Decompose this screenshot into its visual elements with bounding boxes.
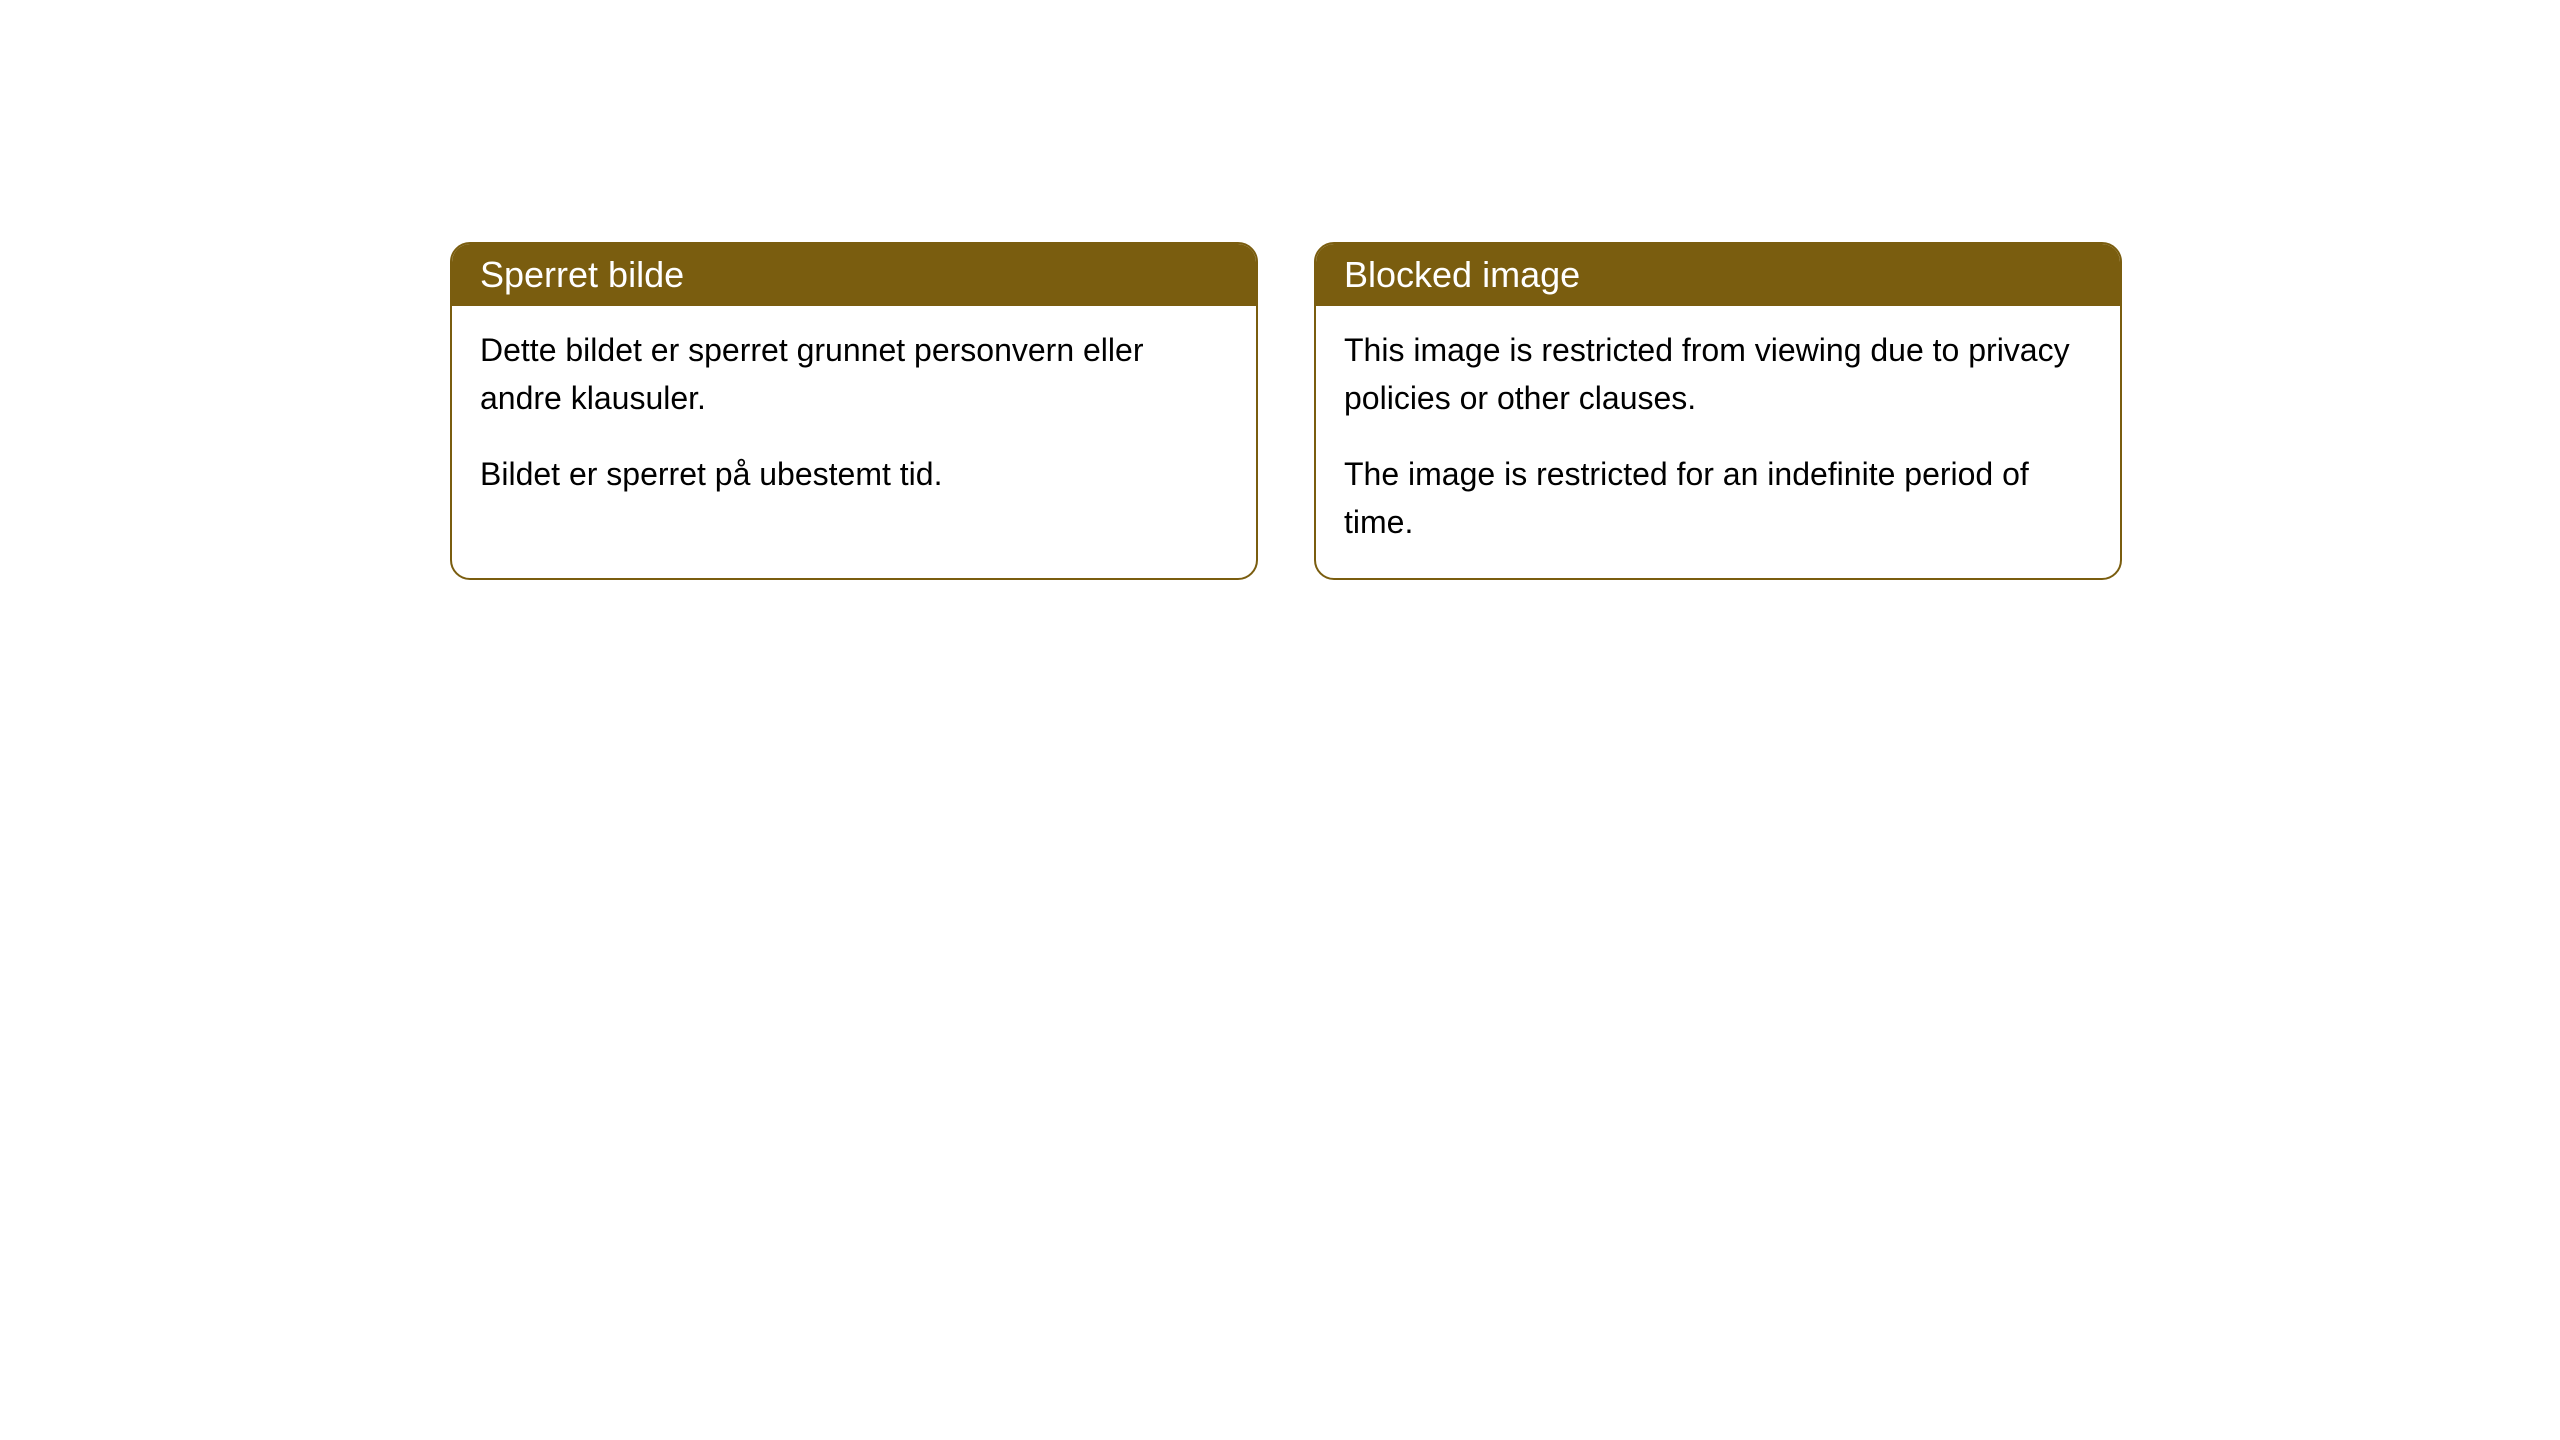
notice-text-duration-en: The image is restricted for an indefinit…	[1344, 450, 2092, 546]
notice-header-english: Blocked image	[1316, 244, 2120, 306]
notice-container: Sperret bilde Dette bildet er sperret gr…	[450, 242, 2122, 580]
notice-body-norwegian: Dette bildet er sperret grunnet personve…	[452, 306, 1256, 530]
notice-card-english: Blocked image This image is restricted f…	[1314, 242, 2122, 580]
notice-text-reason-en: This image is restricted from viewing du…	[1344, 326, 2092, 422]
notice-text-duration-no: Bildet er sperret på ubestemt tid.	[480, 450, 1228, 498]
notice-card-norwegian: Sperret bilde Dette bildet er sperret gr…	[450, 242, 1258, 580]
notice-text-reason-no: Dette bildet er sperret grunnet personve…	[480, 326, 1228, 422]
notice-header-norwegian: Sperret bilde	[452, 244, 1256, 306]
notice-body-english: This image is restricted from viewing du…	[1316, 306, 2120, 578]
